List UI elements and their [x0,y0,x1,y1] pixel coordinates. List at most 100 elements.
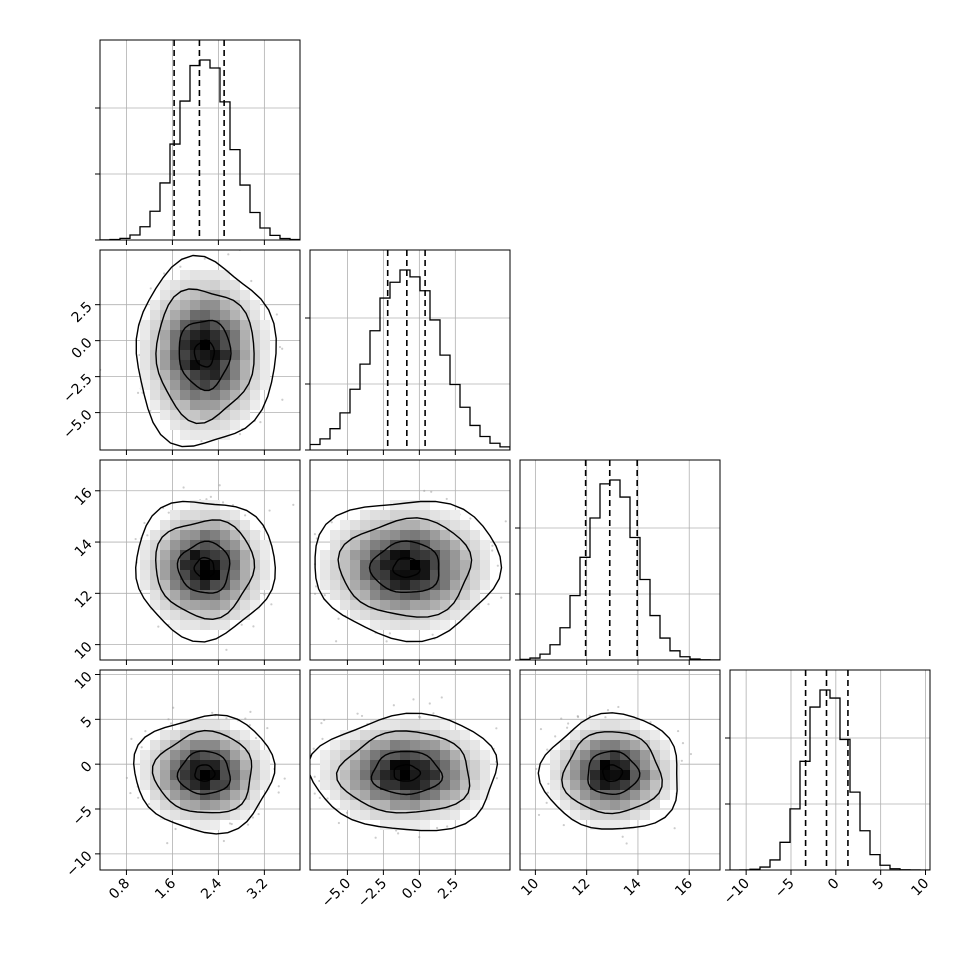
scatter-point [435,826,439,830]
scatter-point [179,265,182,268]
density-cell [440,580,450,590]
density-cell [190,430,200,440]
density-cell [570,730,580,740]
density-cell [250,350,260,360]
density-cell [160,540,170,550]
density-cell [220,540,230,550]
density-cell [370,760,380,770]
density-cell [150,770,160,780]
scatter-point [323,594,326,597]
density-cell [370,770,380,780]
y-tick-label: 16 [72,485,96,509]
density-cell [360,750,370,760]
density-cell [220,760,230,770]
density-cell [600,740,610,750]
density-cell [620,730,630,740]
density-cell [410,800,420,810]
density-cell [140,760,150,770]
density-cell [580,730,590,740]
density-cell [180,380,190,390]
density-cell [220,430,230,440]
y-tick-label: 10 [72,669,96,693]
density-cell [240,400,250,410]
density-cell [240,360,250,370]
density-cell [320,750,330,760]
density-cell [240,790,250,800]
density-cell [620,780,630,790]
density-cell [370,590,380,600]
density-cell [260,320,270,330]
density-cell [390,740,400,750]
scatter-point [246,823,250,826]
density-cell [450,790,460,800]
density-cell [430,800,440,810]
density-cell [150,560,160,570]
density-cell [200,620,210,630]
density-cell [220,810,230,820]
density-cell [420,790,430,800]
density-cell [200,580,210,590]
scatter-point [136,391,140,394]
density-cell [210,300,220,310]
density-cell [560,760,570,770]
density-cell [190,730,200,740]
density-cell [410,790,420,800]
scatter-point [621,835,624,838]
scatter-point [345,811,349,814]
density-cell [240,570,250,580]
density-cell [170,770,180,780]
density-cell [440,530,450,540]
density-cell [170,380,180,390]
density-cell [610,790,620,800]
density-cell [170,550,180,560]
scatter-point [546,748,549,751]
density-cell [400,560,410,570]
scatter-point [495,777,498,780]
density-cell [380,580,390,590]
histogram-2 [520,479,720,660]
density-cell [180,310,190,320]
scatter-point [676,729,680,733]
density-cell [360,530,370,540]
density-cell [230,520,240,530]
density-cell [460,760,470,770]
density-cell [400,580,410,590]
scatter-point [163,272,166,275]
density-cell [140,570,150,580]
density-cell [650,790,660,800]
density-cell [590,720,600,730]
density-cell [400,530,410,540]
density-cell [370,740,380,750]
density-cell [160,580,170,590]
density-cell [150,390,160,400]
density-cell [180,780,190,790]
density-cell [220,290,230,300]
density-cell [660,780,670,790]
density-cell [140,320,150,330]
density-cell [380,600,390,610]
density-cell [330,780,340,790]
density-cell [330,530,340,540]
density-cell [140,770,150,780]
density-cell [150,790,160,800]
density-cell [190,530,200,540]
density-cell [590,770,600,780]
density-cell [590,730,600,740]
density-cell [230,750,240,760]
density-cell [590,780,600,790]
scatter-point [431,633,434,636]
scatter-point [200,440,203,443]
scatter-point [330,521,333,524]
density-cell [190,320,200,330]
density-cell [450,760,460,770]
density-cell [250,780,260,790]
density-cell [440,750,450,760]
density-cell [600,780,610,790]
density-cell [320,760,330,770]
density-cell [470,530,480,540]
density-cell [350,750,360,760]
density-cell [610,770,620,780]
density-cell [160,610,170,620]
density-cell [360,800,370,810]
density-cell [620,800,630,810]
